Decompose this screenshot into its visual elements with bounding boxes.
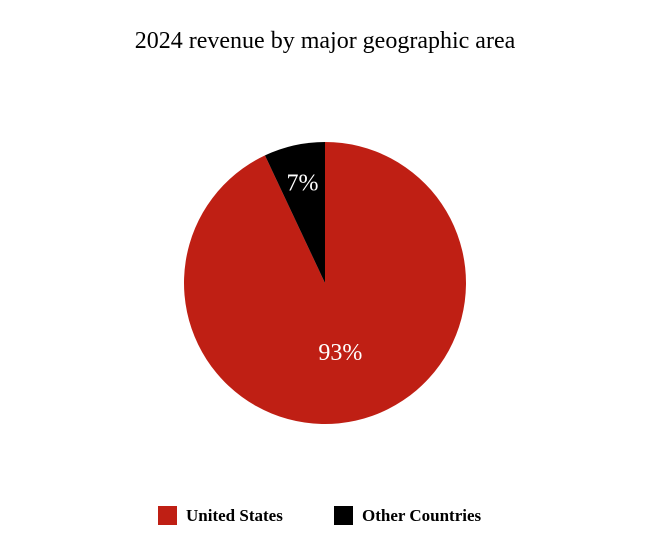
legend-swatch-united-states (158, 506, 177, 525)
legend-label-other-countries: Other Countries (362, 506, 482, 525)
pie-slice-label-united-states: 93% (318, 340, 362, 366)
pie-slice-other-countries (264, 142, 325, 283)
legend-item-united-states: United States (158, 506, 283, 525)
chart-title: 2024 revenue by major geographic area (135, 28, 516, 54)
pie-slices (183, 142, 466, 424)
pie-slice-labels: 93% 7% (287, 171, 363, 366)
legend: United States Other Countries (158, 506, 482, 525)
legend-label-united-states: United States (186, 506, 283, 525)
legend-item-other-countries: Other Countries (334, 506, 482, 525)
pie-slice-label-other-countries: 7% (287, 171, 319, 197)
legend-swatch-other-countries (334, 506, 353, 525)
